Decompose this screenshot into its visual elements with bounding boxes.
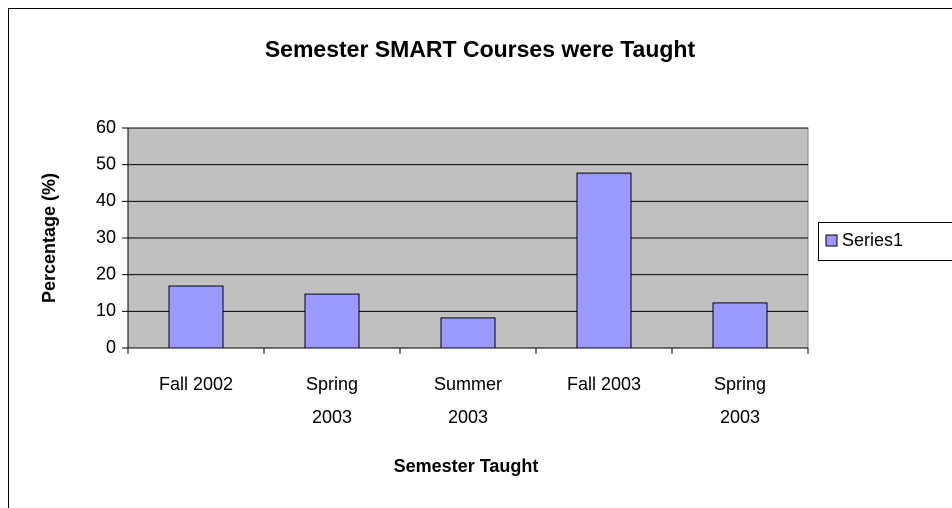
y-tick-label: 60 bbox=[96, 117, 116, 137]
x-tick-label: Spring 2003 bbox=[713, 374, 767, 427]
chart-title: Semester SMART Courses were Taught bbox=[265, 36, 696, 62]
bar bbox=[304, 293, 360, 349]
y-tick-label: 30 bbox=[96, 227, 116, 247]
bar bbox=[168, 285, 224, 349]
bar bbox=[712, 302, 768, 349]
x-tick-label: Fall 2003 bbox=[566, 374, 642, 394]
y-tick-label: 50 bbox=[96, 153, 116, 173]
x-tick-label: Summer 2003 bbox=[433, 374, 502, 427]
bar bbox=[576, 172, 632, 349]
y-tick-label: 40 bbox=[96, 190, 116, 210]
y-tick-label: 10 bbox=[96, 300, 116, 320]
legend-label: Series1 bbox=[842, 230, 903, 250]
legend-box bbox=[818, 222, 952, 261]
x-tick-label: Spring 2003 bbox=[305, 374, 359, 427]
x-tick-label: Fall 2002 bbox=[158, 374, 234, 394]
legend-swatch bbox=[825, 234, 838, 247]
y-tick-label: 0 bbox=[106, 337, 116, 357]
x-axis-label: Semester Taught bbox=[394, 456, 539, 476]
bar bbox=[440, 317, 496, 349]
y-axis-label: Percentage (%) bbox=[39, 173, 59, 303]
y-tick-label: 20 bbox=[96, 263, 116, 283]
